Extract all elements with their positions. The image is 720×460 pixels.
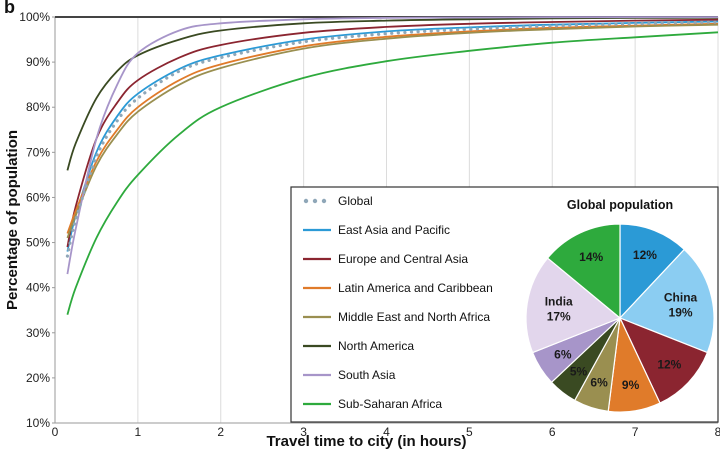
pie-slice (619, 223, 686, 320)
axes: 0 1 2 3 4 5 6 7 8 10% 20% 30% 40% 50% 60% 70% 80% 90% 100%… (4, 10, 720, 450)
pie-slice-value: 12% (633, 248, 657, 262)
panel-label: b (4, 0, 15, 17)
pie-slice-value: 19% (669, 305, 693, 319)
x-tick-label: 3 (300, 425, 307, 439)
y-tick-label: 10% (26, 416, 50, 430)
y-tick-label: 60% (26, 190, 50, 204)
y-tick-label: 70% (26, 145, 50, 159)
pie-slice (546, 223, 621, 320)
legend-entry: Global (338, 194, 373, 208)
x-tick-label: 7 (632, 425, 639, 439)
x-tick-label: 0 (52, 425, 59, 439)
pie-slice-value: 6% (590, 375, 608, 389)
y-tick-label: 20% (26, 371, 50, 385)
x-tick-label: 6 (549, 425, 556, 439)
legend-swatch-dot (321, 198, 327, 204)
series-line-north-america (66, 16, 719, 171)
y-axis-title: Percentage of population (4, 130, 21, 310)
series-line-global (65, 20, 720, 258)
legend-entry: South Asia (338, 368, 396, 382)
pie-slice-value: 17% (547, 309, 571, 323)
legend-entry: Europe and Central Asia (338, 252, 468, 266)
series-line-sub-saharan-africa (66, 31, 719, 315)
x-tick-label: 1 (135, 425, 142, 439)
y-tick-label: 40% (26, 281, 50, 295)
y-tick-label: 30% (26, 326, 50, 340)
legend-entry: East Asia and Pacific (338, 223, 450, 237)
pie-slice-value: 12% (657, 357, 681, 371)
series-line-middle-east-and-north-africa (66, 23, 719, 239)
y-tick-label: 90% (26, 55, 50, 69)
pie-slice-name: China (664, 290, 698, 304)
series-line-south-asia (66, 16, 719, 275)
x-tick-label: 4 (383, 425, 390, 439)
pie-slice-value: 9% (622, 378, 640, 392)
legend-swatch-dot (312, 198, 318, 204)
legend-entry: Sub-Saharan Africa (338, 397, 442, 411)
pie-slice (525, 257, 622, 354)
pie-slice-value: 6% (554, 347, 572, 361)
legend-entry: Middle East and North Africa (338, 310, 490, 324)
pie-slice (618, 316, 709, 404)
x-tick-label: 8 (715, 425, 720, 439)
y-tick-label: 50% (26, 236, 50, 250)
x-tick-label: 2 (217, 425, 224, 439)
pie-chart: Global population12%China19%12%9%6%5%6%I… (525, 198, 715, 413)
y-tick-label: 80% (26, 100, 50, 114)
legend-entry: North America (338, 339, 414, 353)
series-line-east-asia-and-pacific (66, 20, 719, 252)
pie-slice-name: India (545, 294, 573, 308)
x-axis-title: Travel time to city (in hours) (266, 433, 466, 450)
pie-slice-value: 14% (579, 250, 603, 264)
legend-swatch-dot (303, 198, 309, 204)
y-tick-label: 100% (19, 10, 50, 24)
x-tick-label: 5 (466, 425, 473, 439)
pie-title: Global population (567, 198, 673, 212)
series-line-latin-america-and-caribbean (66, 22, 719, 234)
line-series (65, 16, 720, 315)
pie-slice-value: 5% (570, 364, 588, 378)
legend-entry: Latin America and Caribbean (338, 281, 493, 295)
